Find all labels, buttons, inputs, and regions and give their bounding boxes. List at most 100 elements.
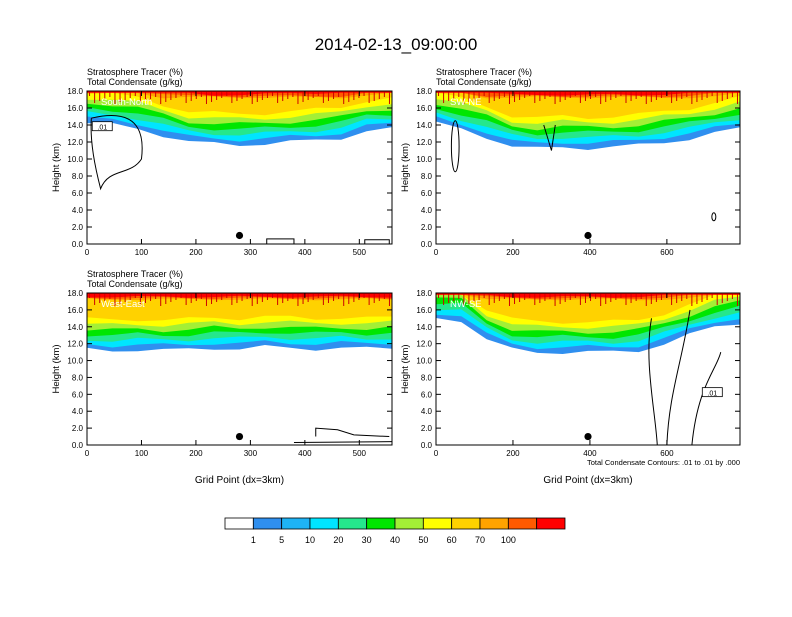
plot-area: .01 [436, 293, 740, 445]
tracer-layer [436, 293, 740, 298]
location-marker [584, 432, 592, 441]
x-tick-label: 600 [660, 248, 674, 257]
x-tick-label: 200 [189, 449, 203, 458]
x-tick-label: 400 [298, 248, 312, 257]
contour-label-box [91, 121, 113, 132]
y-tick-label: 0.0 [72, 441, 84, 450]
x-axis-label: Grid Point (dx=3km) [543, 475, 632, 486]
colorbar-label: 5 [279, 535, 284, 545]
y-tick-label: 4.0 [421, 206, 433, 215]
y-tick-label: 6.0 [421, 189, 433, 198]
panel-title-condensate: Total Condensate (g/kg) [436, 77, 532, 87]
y-tick-label: 14.0 [67, 323, 83, 332]
axes-frame [86, 90, 393, 245]
tracer-layer [87, 293, 392, 298]
y-tick-label: 12.0 [67, 340, 83, 349]
y-tick-label: 16.0 [67, 104, 83, 113]
y-tick-label: 4.0 [421, 407, 433, 416]
x-tick-label: 200 [506, 449, 520, 458]
x-tick-label: 0 [434, 248, 439, 257]
colorbar-box [252, 517, 283, 530]
panel-1: .01 0.0 2.0 4.0 6.0 8.0 10.0 12.0 14.0 16.0 18.0 0 1… [51, 67, 393, 257]
colorbar-label: 100 [501, 535, 516, 545]
y-tick-label: 2.0 [72, 424, 84, 433]
y-tick-label: 8.0 [421, 373, 433, 382]
y-tick-label: 6.0 [72, 189, 84, 198]
contour-note: Total Condensate Contours: .01 to .01 by… [587, 458, 740, 467]
panel-label: SW-NE [450, 97, 482, 108]
panels: .01 0.0 2.0 4.0 6.0 8.0 10.0 12.0 14.0 16.0 18.0 0 1… [51, 67, 741, 486]
location-marker [584, 231, 592, 240]
x-tick-label: 100 [135, 248, 149, 257]
condensate-contour [293, 441, 392, 443]
y-tick-label: 8.0 [421, 172, 433, 181]
colorbar-box [337, 517, 368, 530]
panel-4: .01 0.0 2.0 4.0 6.0 8.0 10.0 12.0 14.0 16.0 18.0 0 2… [400, 289, 741, 486]
x-axis-label: Grid Point (dx=3km) [195, 475, 284, 486]
axes-frame [435, 90, 741, 245]
y-tick-label: 18.0 [416, 289, 432, 298]
y-tick-label: 6.0 [421, 390, 433, 399]
y-tick-label: 18.0 [67, 289, 83, 298]
tracer-layer [436, 293, 740, 324]
y-tick-label: 14.0 [67, 121, 83, 130]
y-axis-label: Height (km) [400, 344, 411, 393]
panel-2: 0.0 2.0 4.0 6.0 8.0 10.0 12.0 14.0 16.0 18.0 0 200 4… [400, 67, 741, 257]
panel-title-tracer: Stratosphere Tracer (%) [87, 269, 183, 279]
y-tick-label: 0.0 [72, 240, 84, 249]
y-tick-label: 2.0 [421, 424, 433, 433]
y-tick-label: 10.0 [416, 357, 432, 366]
x-tick-label: 600 [660, 449, 674, 458]
condensate-contour [648, 309, 722, 445]
y-axis-label: Height (km) [400, 143, 411, 192]
axes-frame [435, 292, 741, 446]
condensate-contour [315, 427, 390, 438]
tracer-layer [436, 91, 740, 96]
location-marker [235, 432, 244, 441]
colorbar-label: 20 [333, 535, 343, 545]
colorbar-box [536, 517, 566, 530]
condensate-contour [711, 212, 717, 222]
colorbar-box [451, 517, 481, 530]
plot-area: .01 [87, 91, 392, 244]
x-tick-label: 0 [85, 449, 90, 458]
colorbar-box [507, 517, 538, 530]
panel-label: South-North [101, 97, 152, 108]
y-tick-label: 12.0 [416, 340, 432, 349]
y-tick-label: 14.0 [416, 121, 432, 130]
contour-label: .01 [97, 125, 107, 132]
tracer-layer [87, 91, 392, 96]
y-tick-label: 2.0 [421, 223, 433, 232]
x-tick-label: 500 [353, 248, 367, 257]
panel-3: 0.0 2.0 4.0 6.0 8.0 10.0 12.0 14.0 16.0 18.0 0 100 2… [51, 269, 393, 486]
y-tick-label: 0.0 [421, 441, 433, 450]
colorbar: 1 5 10 20 30 40 50 60 70 100 [224, 517, 566, 545]
colorbar-label: 40 [390, 535, 400, 545]
contour-label-box [701, 387, 723, 398]
y-tick-label: 12.0 [416, 138, 432, 147]
page-title: 2014-02-13_09:00:00 [315, 35, 478, 54]
y-axis-label: Height (km) [51, 143, 62, 192]
colorbar-box [394, 517, 424, 530]
y-tick-label: 16.0 [416, 306, 432, 315]
x-tick-label: 400 [583, 248, 597, 257]
x-tick-label: 300 [244, 449, 258, 458]
colorbar-box [281, 517, 311, 530]
y-tick-label: 16.0 [67, 306, 83, 315]
panel-title-tracer: Stratosphere Tracer (%) [87, 67, 183, 77]
location-marker [235, 231, 244, 240]
axes-frame [86, 292, 393, 446]
y-tick-label: 16.0 [416, 104, 432, 113]
y-tick-label: 10.0 [67, 155, 83, 164]
y-tick-label: 2.0 [72, 223, 84, 232]
x-tick-label: 100 [135, 449, 149, 458]
colorbar-label: 1 [251, 535, 256, 545]
panel-title-condensate: Total Condensate (g/kg) [87, 77, 183, 87]
y-tick-label: 0.0 [421, 240, 433, 249]
colorbar-box [224, 517, 254, 530]
y-tick-label: 4.0 [72, 206, 84, 215]
colorbar-label: 70 [475, 535, 485, 545]
panel-title-tracer: Stratosphere Tracer (%) [436, 67, 532, 77]
